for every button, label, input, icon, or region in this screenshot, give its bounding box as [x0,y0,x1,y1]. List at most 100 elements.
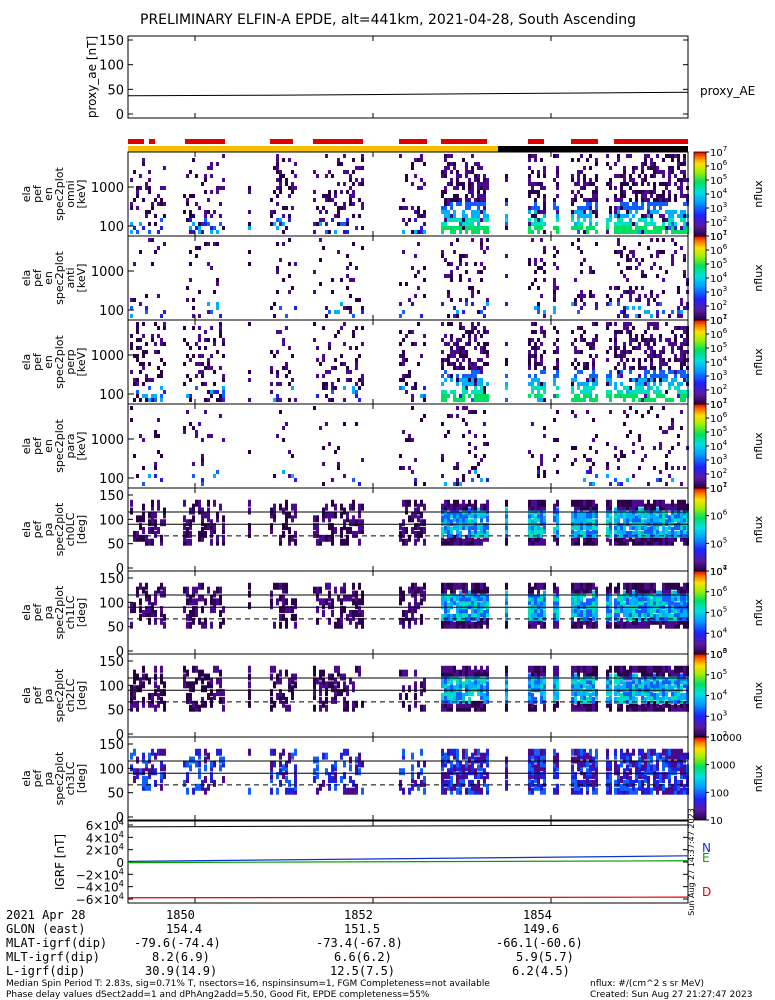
spec-pixel [154,214,157,218]
pitch-pixel [531,613,534,621]
pitch-pixel [139,515,142,523]
spec-pixel [671,214,674,218]
spec-pixel [468,358,471,362]
spec-pixel [471,410,474,414]
pitch-pixel [456,669,459,677]
spec-pixel [414,482,417,486]
pitch-pixel [279,503,282,511]
spec-2-cb-label: 106 [710,327,728,341]
pitch-pixel [556,598,559,606]
pitch-pixel [674,515,677,523]
pitch-pixel [543,689,546,697]
spec-pixel [319,258,322,262]
spec-pixel [441,358,444,362]
pitch-pixel [361,621,364,629]
spec-pixel [671,254,674,258]
spec-pixel [620,454,623,458]
spec-pixel [531,390,534,394]
spec-pixel [606,442,609,446]
pitch-pixel [586,610,589,618]
pitch-pixel [543,602,546,610]
spec-pixel [609,322,612,326]
spec-pixel [614,210,617,214]
spec-pixel [216,390,219,394]
pitch-pixel [592,523,595,531]
spec-pixel [650,378,653,382]
spec-pixel [411,394,414,398]
pitch-pixel [402,594,405,602]
pitch-pixel [540,669,543,677]
spec-pixel [154,466,157,470]
spec-pixel [671,166,674,170]
pitch-pixel [331,527,334,535]
spec-pixel [528,258,531,262]
spec-pixel [160,454,163,458]
pitch-pixel [444,685,447,693]
pitch-pixel [471,689,474,697]
pitch-pixel [352,530,355,538]
pitch-pixel [313,669,316,677]
spec-pixel [352,194,355,198]
spec-pixel [638,382,641,386]
spec-pixel [151,394,154,398]
spec-pixel [629,230,632,234]
spec-pixel [471,186,474,190]
spec-pixel [219,326,222,330]
spec-pixel [282,338,285,342]
spec-pixel [543,334,546,338]
pitch-pixel [543,519,546,527]
pitch-pixel [586,685,589,693]
pitch-pixel [480,511,483,519]
spec-pixel [282,342,285,346]
pitch-pixel [528,507,531,515]
spec-pixel [142,198,145,202]
spec-pixel [556,366,559,370]
spec-pixel [465,174,468,178]
spec-pixel [148,386,151,390]
spec-pixel [343,230,346,234]
pitch-pixel [543,681,546,689]
pitch-pixel [483,586,486,594]
pitch-pixel [459,602,462,610]
pitch-pixel [444,696,447,704]
pitch-pixel [543,665,546,673]
spec-pixel [322,462,325,466]
spec-pixel [468,226,471,230]
pitch-pixel [480,515,483,523]
spec-pixel [505,398,508,402]
spec-pixel [635,190,638,194]
spec-pixel [626,322,629,326]
pitch-pixel [537,511,540,519]
spec-pixel [352,170,355,174]
pitch-0-cb-label: 107 [710,481,727,495]
spec-pixel [417,286,420,290]
spec-pixel [282,242,285,246]
pitch-pixel [450,673,453,681]
pitch-pixel [668,538,671,546]
spec-pixel [647,154,650,158]
pitch-pixel [583,677,586,685]
spec-pixel [145,306,148,310]
pitch-pixel [195,700,198,708]
spec-pixel [641,162,644,166]
spec-pixel [358,482,361,486]
pitch-pixel [623,523,626,531]
pitch-pixel [620,677,623,685]
pitch-pixel [355,519,358,527]
spec-pixel [328,170,331,174]
spec-pixel [609,182,612,186]
pitch-pixel [456,582,459,590]
spec-pixel [531,422,534,426]
pitch-pixel [352,704,355,712]
spec-pixel [248,378,251,382]
spec-pixel [142,354,145,358]
spec-pixel [677,158,680,162]
pitch-pixel [447,534,450,542]
pitch-pixel [632,538,635,546]
pitch-pixel [534,534,537,542]
pitch-pixel [465,617,468,625]
spec-pixel [361,178,364,182]
spec-pixel [623,410,626,414]
spec-pixel [148,178,151,182]
spec-pixel [589,290,592,294]
